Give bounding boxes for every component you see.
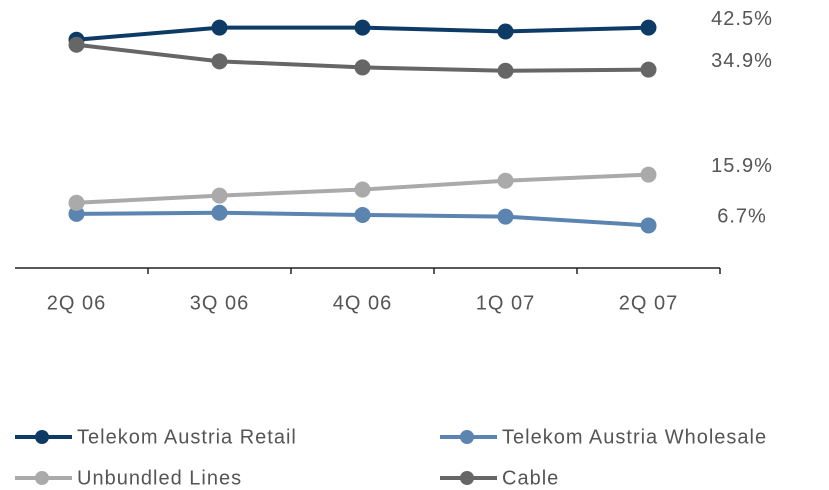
point	[211, 204, 228, 221]
point	[640, 61, 657, 78]
legend-label: Unbundled Lines	[77, 467, 242, 489]
legend-marker	[35, 471, 49, 485]
point	[640, 166, 657, 183]
x-tick-label: 1Q 07	[476, 292, 535, 314]
value-label: 42.5%	[711, 8, 773, 30]
point	[640, 19, 657, 36]
value-label: 6.7%	[717, 206, 767, 228]
x-tick-label: 2Q 06	[47, 292, 106, 314]
legend-marker	[460, 430, 474, 444]
x-tick-label: 2Q 07	[619, 292, 678, 314]
x-tick-label: 3Q 06	[190, 292, 249, 314]
point	[354, 206, 371, 223]
value-label: 15.9%	[711, 155, 773, 177]
point	[211, 53, 228, 70]
value-label: 34.9%	[711, 50, 773, 72]
point	[497, 208, 514, 225]
point	[497, 172, 514, 189]
legend-label: Telekom Austria Retail	[77, 426, 297, 448]
legend-marker	[35, 430, 49, 444]
legend-marker	[460, 471, 474, 485]
point	[354, 19, 371, 36]
point	[68, 36, 85, 53]
legend-label: Cable	[502, 467, 559, 489]
point	[68, 194, 85, 211]
point	[354, 59, 371, 76]
point	[211, 19, 228, 36]
point	[497, 23, 514, 40]
point	[211, 187, 228, 204]
legend-label: Telekom Austria Wholesale	[502, 426, 767, 448]
point	[354, 181, 371, 198]
x-tick-label: 4Q 06	[333, 292, 392, 314]
point	[68, 205, 85, 222]
point	[497, 62, 514, 79]
point	[640, 217, 657, 234]
